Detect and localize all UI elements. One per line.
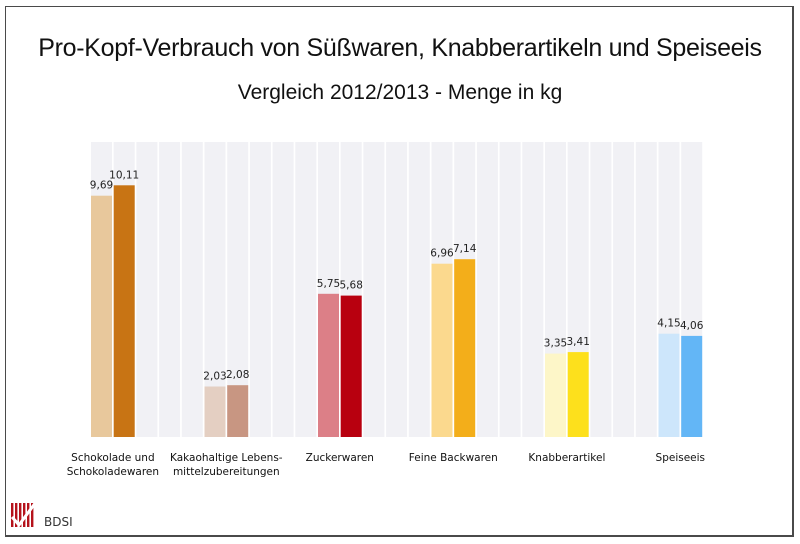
value-label: 9,69	[90, 180, 113, 192]
category-label-line: mittelzubereitungen	[172, 466, 280, 478]
background-stripe	[522, 142, 544, 437]
category-label: Schokolade und Schokoladewaren	[53, 451, 173, 479]
value-label: 4,15	[657, 318, 680, 330]
bar-2012	[431, 263, 453, 437]
chart-frame	[5, 6, 794, 537]
category-label-line: Feine Backwaren	[408, 452, 498, 464]
bar-2013	[227, 385, 249, 437]
background-stripe	[295, 142, 317, 437]
value-label: 2,08	[226, 369, 249, 381]
category-label-line: Speiseeis	[655, 452, 706, 464]
background-stripe	[227, 142, 249, 437]
background-stripe	[363, 142, 385, 437]
bar-2012	[91, 195, 112, 437]
background-stripe	[590, 142, 612, 437]
value-label: 6,96	[430, 248, 454, 260]
category-label-line: Kakaohaltige Lebens-	[170, 452, 283, 464]
category-label: Zuckerwaren	[280, 451, 400, 465]
bar-2013	[681, 335, 703, 437]
bar-2012	[658, 333, 680, 437]
category-label-line: Schokoladewaren	[66, 466, 160, 478]
background-stripe	[204, 142, 226, 437]
background-stripe	[159, 142, 181, 437]
chart-title: Pro-Kopf-Verbrauch von Süßwaren, Knabber…	[38, 34, 762, 62]
value-label: 2,03	[203, 371, 226, 383]
background-stripe	[499, 142, 521, 437]
background-stripe	[613, 142, 635, 437]
chart-subtitle: Vergleich 2012/2013 - Menge in kg	[237, 81, 563, 104]
value-label: 5,68	[340, 280, 363, 292]
bar-2012	[204, 386, 226, 437]
bars	[91, 185, 703, 437]
background-stripes	[91, 142, 703, 437]
category-label-line: Schokolade und	[71, 452, 155, 464]
bar-2013	[567, 352, 589, 437]
bar-2013	[113, 185, 135, 437]
value-label: 7,14	[453, 243, 477, 255]
category-label: Speiseeis	[620, 451, 740, 465]
bdsi-logo-icon	[11, 501, 37, 528]
value-label: 5,75	[317, 278, 340, 290]
category-label: Kakaohaltige Lebens-mittelzubereitungen	[166, 451, 286, 479]
category-label: Knabberartikel	[507, 451, 627, 465]
background-stripe	[386, 142, 408, 437]
category-label-line: Knabberartikel	[528, 452, 606, 464]
background-stripe	[476, 142, 498, 437]
bar-2013	[454, 259, 476, 437]
background-stripe	[249, 142, 271, 437]
bar-2012	[318, 293, 339, 437]
category-label-line: Zuckerwaren	[305, 452, 374, 464]
background-stripe	[272, 142, 294, 437]
background-stripe	[635, 142, 657, 437]
bar-2013	[340, 295, 362, 437]
background-stripe	[136, 142, 158, 437]
brand-name: BDSI	[44, 515, 73, 529]
bar-2012	[545, 353, 566, 437]
background-stripe	[181, 142, 203, 437]
value-label: 3,41	[567, 336, 590, 348]
value-label: 10,11	[109, 169, 139, 181]
background-stripe	[408, 142, 430, 437]
category-label: Feine Backwaren	[393, 451, 513, 465]
value-label: 3,35	[544, 338, 567, 350]
value-label: 4,06	[680, 320, 704, 332]
